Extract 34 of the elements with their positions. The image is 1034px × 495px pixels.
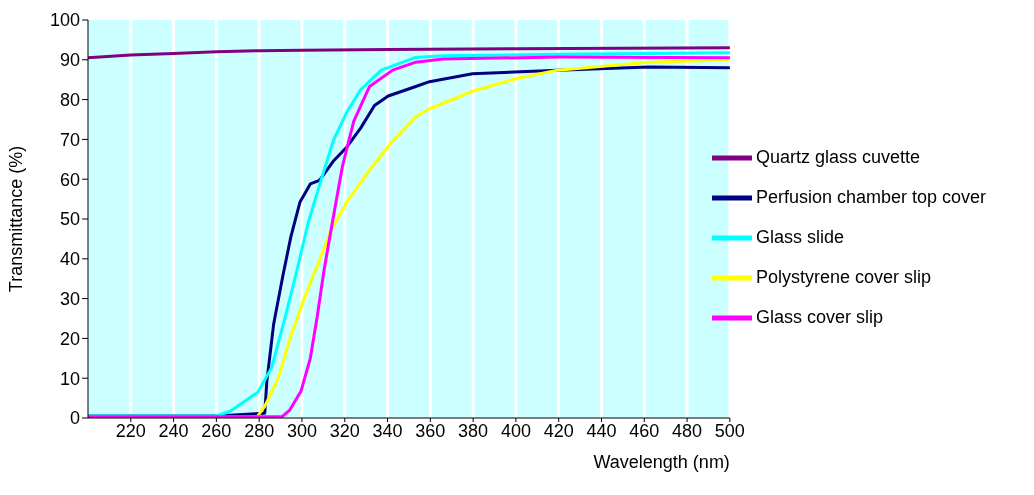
legend-label: Perfusion chamber top cover xyxy=(755,186,986,207)
y-tick-label: 40 xyxy=(59,249,80,270)
y-tick-label: 0 xyxy=(69,408,80,429)
legend-label: Glass cover slip xyxy=(755,306,883,327)
x-tick-label: 440 xyxy=(586,420,617,441)
x-tick-label: 240 xyxy=(158,420,189,441)
y-tick-label: 10 xyxy=(59,368,80,389)
x-tick-label: 280 xyxy=(244,420,275,441)
legend-label: Glass slide xyxy=(755,226,844,247)
x-tick-label: 420 xyxy=(543,420,574,441)
x-tick-label: 320 xyxy=(329,420,360,441)
y-tick-label: 90 xyxy=(59,50,80,71)
x-tick-label: 300 xyxy=(286,420,317,441)
x-tick-label: 500 xyxy=(714,420,745,441)
x-tick-label: 260 xyxy=(201,420,232,441)
y-tick-label: 70 xyxy=(59,129,80,150)
x-axis-title: Wavelength (nm) xyxy=(593,452,730,472)
x-tick-label: 220 xyxy=(115,420,146,441)
x-tick-label: 340 xyxy=(372,420,403,441)
line-series xyxy=(88,46,730,60)
legend-label: Polystyrene cover slip xyxy=(755,266,931,287)
y-tick-label: 60 xyxy=(59,169,80,190)
x-tick-label: 380 xyxy=(458,420,489,441)
y-axis-title: Transmittance (%) xyxy=(6,145,27,293)
x-tick-label: 480 xyxy=(672,420,703,441)
y-tick-label: 100 xyxy=(49,10,80,31)
y-tick-label: 50 xyxy=(59,209,80,230)
y-tick-label: 30 xyxy=(59,288,80,309)
x-tick-label: 360 xyxy=(415,420,446,441)
x-tick-label: 400 xyxy=(500,420,531,441)
x-tick-label: 460 xyxy=(629,420,660,441)
legend-label: Quartz glass cuvette xyxy=(755,146,920,167)
y-tick-label: 20 xyxy=(59,328,80,349)
y-tick-label: 80 xyxy=(59,89,80,110)
